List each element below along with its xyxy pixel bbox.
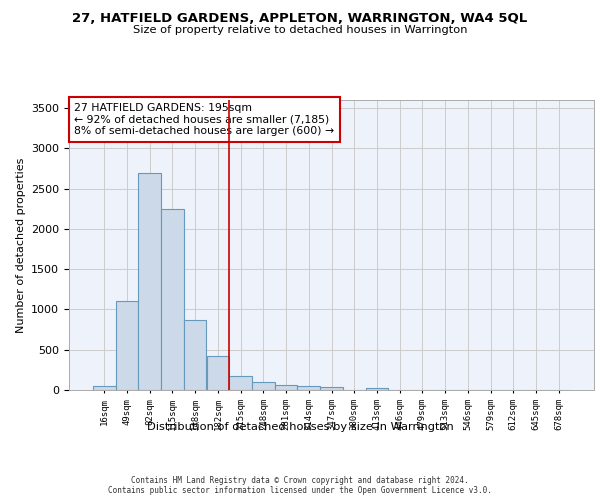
Bar (139, 172, 161, 390)
Bar (116, 302, 139, 390)
Bar (161, 209, 184, 390)
Bar (206, 356, 229, 390)
Text: Size of property relative to detached houses in Warrington: Size of property relative to detached ho… (133, 25, 467, 35)
Bar (184, 320, 206, 390)
Y-axis label: Number of detached properties: Number of detached properties (16, 158, 26, 332)
Text: Contains HM Land Registry data © Crown copyright and database right 2024.
Contai: Contains HM Land Registry data © Crown c… (108, 476, 492, 495)
Bar (252, 382, 275, 390)
Bar (365, 388, 388, 390)
Bar (93, 386, 116, 390)
Bar (229, 376, 252, 390)
Bar (275, 385, 298, 390)
Text: 27 HATFIELD GARDENS: 195sqm
← 92% of detached houses are smaller (7,185)
8% of s: 27 HATFIELD GARDENS: 195sqm ← 92% of det… (74, 103, 334, 136)
Bar (320, 387, 343, 390)
Text: 27, HATFIELD GARDENS, APPLETON, WARRINGTON, WA4 5QL: 27, HATFIELD GARDENS, APPLETON, WARRINGT… (73, 12, 527, 26)
Bar (298, 386, 320, 390)
Text: Distribution of detached houses by size in Warrington: Distribution of detached houses by size … (146, 422, 454, 432)
